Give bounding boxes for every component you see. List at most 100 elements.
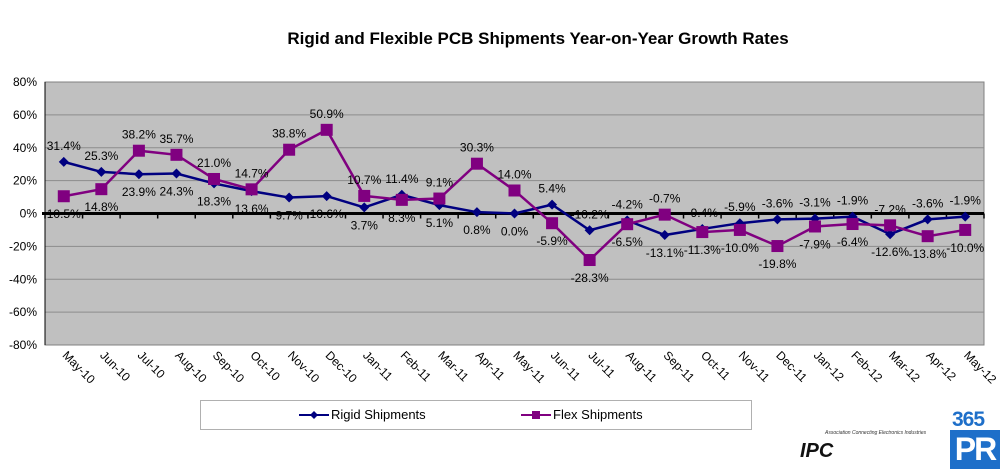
flex-point <box>733 223 746 236</box>
rigid-data-label: 9.7% <box>275 209 303 223</box>
rigid-data-label: -3.6% <box>762 196 794 210</box>
flex-point <box>921 230 934 243</box>
x-tick-label: Jul-11 <box>585 348 618 381</box>
flex-point <box>808 220 821 233</box>
flex-point <box>846 218 859 231</box>
flex-data-label: 10.5% <box>47 207 81 221</box>
flex-data-label: 21.0% <box>197 156 231 170</box>
flex-point <box>57 190 70 203</box>
flex-data-label: 38.2% <box>122 128 156 142</box>
x-tick-label: Apr-11 <box>473 348 508 383</box>
legend-flex-label: Flex Shipments <box>553 407 643 422</box>
flex-point <box>884 219 897 232</box>
flex-point <box>621 218 634 231</box>
y-tick-label: -20% <box>9 239 37 253</box>
x-tick-label: Jun-10 <box>97 348 133 384</box>
legend-item-rigid: Rigid Shipments <box>299 407 426 422</box>
x-tick-label: Dec-10 <box>323 348 360 385</box>
flex-data-label: -19.8% <box>758 257 796 271</box>
pr-logo-number: 365 <box>952 408 985 431</box>
x-tick-label: Nov-10 <box>285 348 322 385</box>
flex-point <box>583 254 596 267</box>
x-tick-label: Dec-11 <box>773 348 810 385</box>
rigid-point <box>885 229 896 240</box>
flex-point <box>245 183 258 196</box>
flex-point <box>771 240 784 253</box>
legend-rigid-marker-icon <box>299 410 329 419</box>
x-tick-label: May-10 <box>60 348 98 386</box>
rigid-point <box>772 214 783 225</box>
rigid-point <box>922 214 933 225</box>
rigid-data-label: 11.4% <box>385 172 418 186</box>
ipc-logo: IPC <box>800 440 834 462</box>
flex-data-label: -6.4% <box>837 235 869 249</box>
x-tick-label: Jun-11 <box>548 348 583 383</box>
flex-data-label: 8.3% <box>388 211 416 225</box>
rigid-data-label: 25.3% <box>84 149 118 163</box>
rigid-data-label: 0.0% <box>501 225 529 239</box>
flex-data-label: 50.9% <box>310 107 344 121</box>
x-tick-label: Jul-10 <box>135 348 168 381</box>
flex-point <box>546 217 559 230</box>
flex-point <box>320 123 333 136</box>
flex-point <box>433 192 446 205</box>
flex-point <box>283 143 296 156</box>
data-labels: 31.4% 10.5% 25.3% 14.8% 23.9% 38.2% 24.3% 35.7%… <box>47 107 985 285</box>
x-tick-label: Mar-11 <box>435 348 471 384</box>
flex-point <box>208 172 221 185</box>
flex-data-label: -13.8% <box>909 247 947 261</box>
rigid-point <box>471 207 482 218</box>
flex-point <box>170 148 183 161</box>
rigid-data-label: -13.1% <box>646 246 684 260</box>
flex-point <box>508 184 521 197</box>
rigid-point <box>321 191 332 202</box>
y-tick-label: -60% <box>9 305 37 319</box>
rigid-point <box>547 199 558 210</box>
flex-data-label: -6.5% <box>612 235 644 249</box>
x-tick-label: Oct-11 <box>698 348 733 383</box>
flex-data-label: -10.0% <box>946 241 984 255</box>
x-tick-label: Feb-11 <box>398 348 434 384</box>
x-tick-label: Jan-11 <box>360 348 395 383</box>
rigid-data-label: 0.8% <box>463 223 491 237</box>
flex-data-label: -10.0% <box>721 241 759 255</box>
x-tick-label: Aug-11 <box>623 348 660 385</box>
flex-data-label: 9.1% <box>426 176 454 190</box>
rigid-data-label: 24.3% <box>159 185 193 199</box>
y-tick-label: 60% <box>13 108 37 122</box>
x-tick-label: Oct-10 <box>247 348 283 384</box>
x-tick-label: Aug-10 <box>172 348 209 385</box>
x-tick-label: May-11 <box>510 348 548 386</box>
rigid-data-label: -10.2% <box>571 207 609 221</box>
rigid-data-label: 5.4% <box>538 182 566 196</box>
flex-data-label: 30.3% <box>460 141 494 155</box>
rigid-data-label: -9.4% <box>687 206 719 220</box>
x-tick-label: Sep-11 <box>661 348 698 385</box>
series-group <box>57 123 972 267</box>
y-axis: 80% 60% 40% 20% 0% -20% -40% -60% -80% <box>9 75 46 352</box>
rigid-point <box>659 230 670 241</box>
flex-data-label: -0.7% <box>649 192 681 206</box>
rigid-data-label: -3.6% <box>912 196 944 210</box>
x-tick-label: Apr-12 <box>924 348 960 384</box>
flex-data-label: 10.7% <box>347 173 381 187</box>
flex-data-label: -28.3% <box>571 271 609 285</box>
rigid-point <box>58 156 69 167</box>
rigid-data-label: -1.9% <box>837 194 869 208</box>
flex-point <box>959 223 972 236</box>
rigid-point <box>171 168 182 179</box>
rigid-data-label: 18.3% <box>197 194 231 208</box>
flex-point <box>132 144 145 157</box>
flex-data-label: -11.3% <box>684 243 721 257</box>
x-tick-label: Jan-12 <box>811 348 847 384</box>
x-axis: May-10 Jun-10 Jul-10 Aug-10 Sep-10 Oct-10 Nov-… <box>60 348 1000 386</box>
x-tick-label: Mar-12 <box>886 348 923 385</box>
rigid-data-label: 23.9% <box>122 185 156 199</box>
y-tick-label: 20% <box>13 174 37 188</box>
rigid-data-label: 5.1% <box>426 216 454 230</box>
pr-logo: PR <box>950 430 1000 469</box>
rigid-point <box>359 202 370 213</box>
legend-item-flex: Flex Shipments <box>521 407 643 422</box>
flex-point <box>395 193 408 206</box>
